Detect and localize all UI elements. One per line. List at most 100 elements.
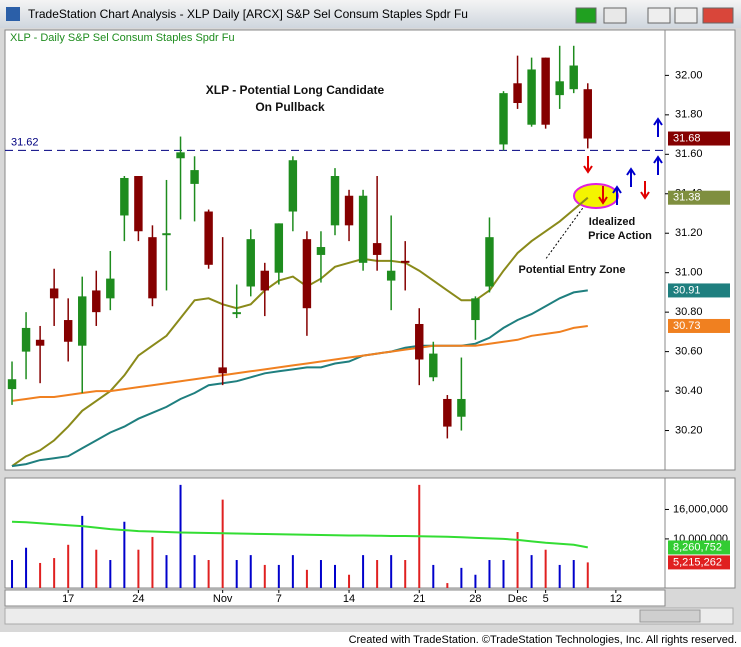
- candle-body: [49, 288, 59, 299]
- candle-body: [555, 81, 564, 96]
- minimize-button[interactable]: [647, 7, 671, 24]
- value-marker-label: 31.38: [673, 192, 701, 204]
- y-tick-label: 30.80: [675, 306, 703, 318]
- annotation: Potential Entry Zone: [519, 264, 626, 276]
- candle-body: [260, 270, 269, 291]
- candle-body: [134, 176, 143, 232]
- value-marker-label: 30.91: [673, 284, 701, 296]
- idealized-arrows: [583, 117, 663, 205]
- annotation: Idealized: [589, 216, 635, 228]
- value-marker-label: 31.68: [673, 132, 701, 144]
- price-axis: [664, 29, 736, 471]
- candle-body: [513, 83, 522, 104]
- footer-bar: [0, 632, 741, 647]
- x-tick-label: 21: [413, 593, 425, 605]
- volume-axis: [664, 477, 736, 589]
- pointer-line: [544, 204, 586, 261]
- window-title: TradeStation Chart Analysis - XLP Daily …: [28, 7, 468, 21]
- candle-body: [302, 239, 312, 309]
- scrollbar[interactable]: [4, 607, 734, 625]
- arrow-down: [583, 156, 593, 174]
- x-tick-label: 7: [276, 593, 282, 605]
- value-marker-label: 30.73: [673, 320, 701, 332]
- chart-subtitle: XLP - Daily S&P Sel Consum Staples Spdr …: [10, 32, 235, 44]
- x-tick-label: 28: [469, 593, 481, 605]
- menu-button[interactable]: [603, 7, 627, 24]
- candle-body: [344, 195, 354, 226]
- candle-body: [569, 65, 578, 90]
- y-tick-label: 31.60: [675, 148, 703, 160]
- x-tick-label: 17: [62, 593, 74, 605]
- date-axis: [4, 589, 666, 607]
- value-marker: [668, 540, 730, 555]
- candle-body: [274, 223, 284, 273]
- value-marker: [668, 190, 730, 205]
- candle-body: [7, 379, 17, 390]
- maximize-button[interactable]: [674, 7, 698, 24]
- candle-body: [176, 152, 185, 159]
- candle-body: [162, 233, 171, 236]
- candle-body: [330, 176, 340, 226]
- candle-body: [443, 398, 452, 427]
- reference-label: 31.62: [11, 136, 39, 148]
- candle-body: [288, 160, 298, 212]
- x-tick-label: Dec: [508, 593, 528, 605]
- candle-body: [401, 260, 410, 263]
- value-marker: [668, 318, 730, 333]
- x-tick-label: 24: [132, 593, 144, 605]
- candle-body: [386, 270, 396, 281]
- candle-body: [148, 237, 157, 299]
- y-tick-label: 31.00: [675, 267, 703, 279]
- candle-body: [527, 69, 536, 125]
- y-tick-label: 32.00: [675, 69, 703, 81]
- candle-body: [415, 323, 424, 360]
- x-tick-label: 12: [610, 593, 622, 605]
- moving-average: [11, 196, 589, 467]
- candle-body: [471, 298, 480, 321]
- y-tick-label: 31.80: [675, 109, 703, 121]
- candle-body: [429, 353, 438, 378]
- candle-body: [457, 398, 466, 417]
- candle-body: [485, 237, 494, 287]
- candle-body: [204, 211, 213, 265]
- arrow-up: [626, 167, 636, 187]
- x-tick-label: Nov: [213, 593, 233, 605]
- y-tick-label: 30.40: [675, 385, 703, 397]
- footer: Created with TradeStation. ©TradeStation…: [349, 634, 737, 646]
- candle-body: [358, 195, 368, 263]
- candle-body: [63, 320, 73, 342]
- candle-body: [106, 278, 115, 299]
- candle-body: [78, 296, 87, 346]
- candle-body: [232, 312, 241, 315]
- annotation: XLP - Potential Long Candidate: [206, 83, 385, 97]
- value-marker: [668, 555, 730, 570]
- close-button[interactable]: [702, 7, 734, 24]
- value-marker-label: 8,260,752: [673, 541, 722, 553]
- y-tick-label: 16,000,000: [673, 503, 728, 515]
- moving-average: [11, 289, 588, 468]
- x-tick-label: 5: [543, 593, 549, 605]
- y-tick-label: 31.20: [675, 227, 703, 239]
- candle-body: [316, 247, 326, 255]
- volume-average: [11, 520, 588, 549]
- y-tick-label: 30.20: [675, 424, 703, 436]
- moving-average: [11, 325, 588, 402]
- arrow-up: [612, 185, 622, 205]
- candle-body: [246, 239, 255, 287]
- scroll-thumb[interactable]: [639, 609, 701, 623]
- arrow-up: [653, 117, 663, 137]
- candle-body: [583, 89, 592, 139]
- value-marker: [668, 283, 730, 298]
- price-panel: [4, 29, 666, 471]
- arrow-down: [598, 186, 608, 205]
- candle-body: [541, 57, 550, 125]
- candle-body: [92, 290, 101, 313]
- x-tick-label: 14: [343, 593, 355, 605]
- y-tick-label: 30.60: [675, 346, 703, 358]
- symbol-button[interactable]: [575, 7, 597, 24]
- app-icon: [6, 7, 20, 21]
- candle-body: [190, 170, 199, 184]
- candle-body: [35, 339, 45, 346]
